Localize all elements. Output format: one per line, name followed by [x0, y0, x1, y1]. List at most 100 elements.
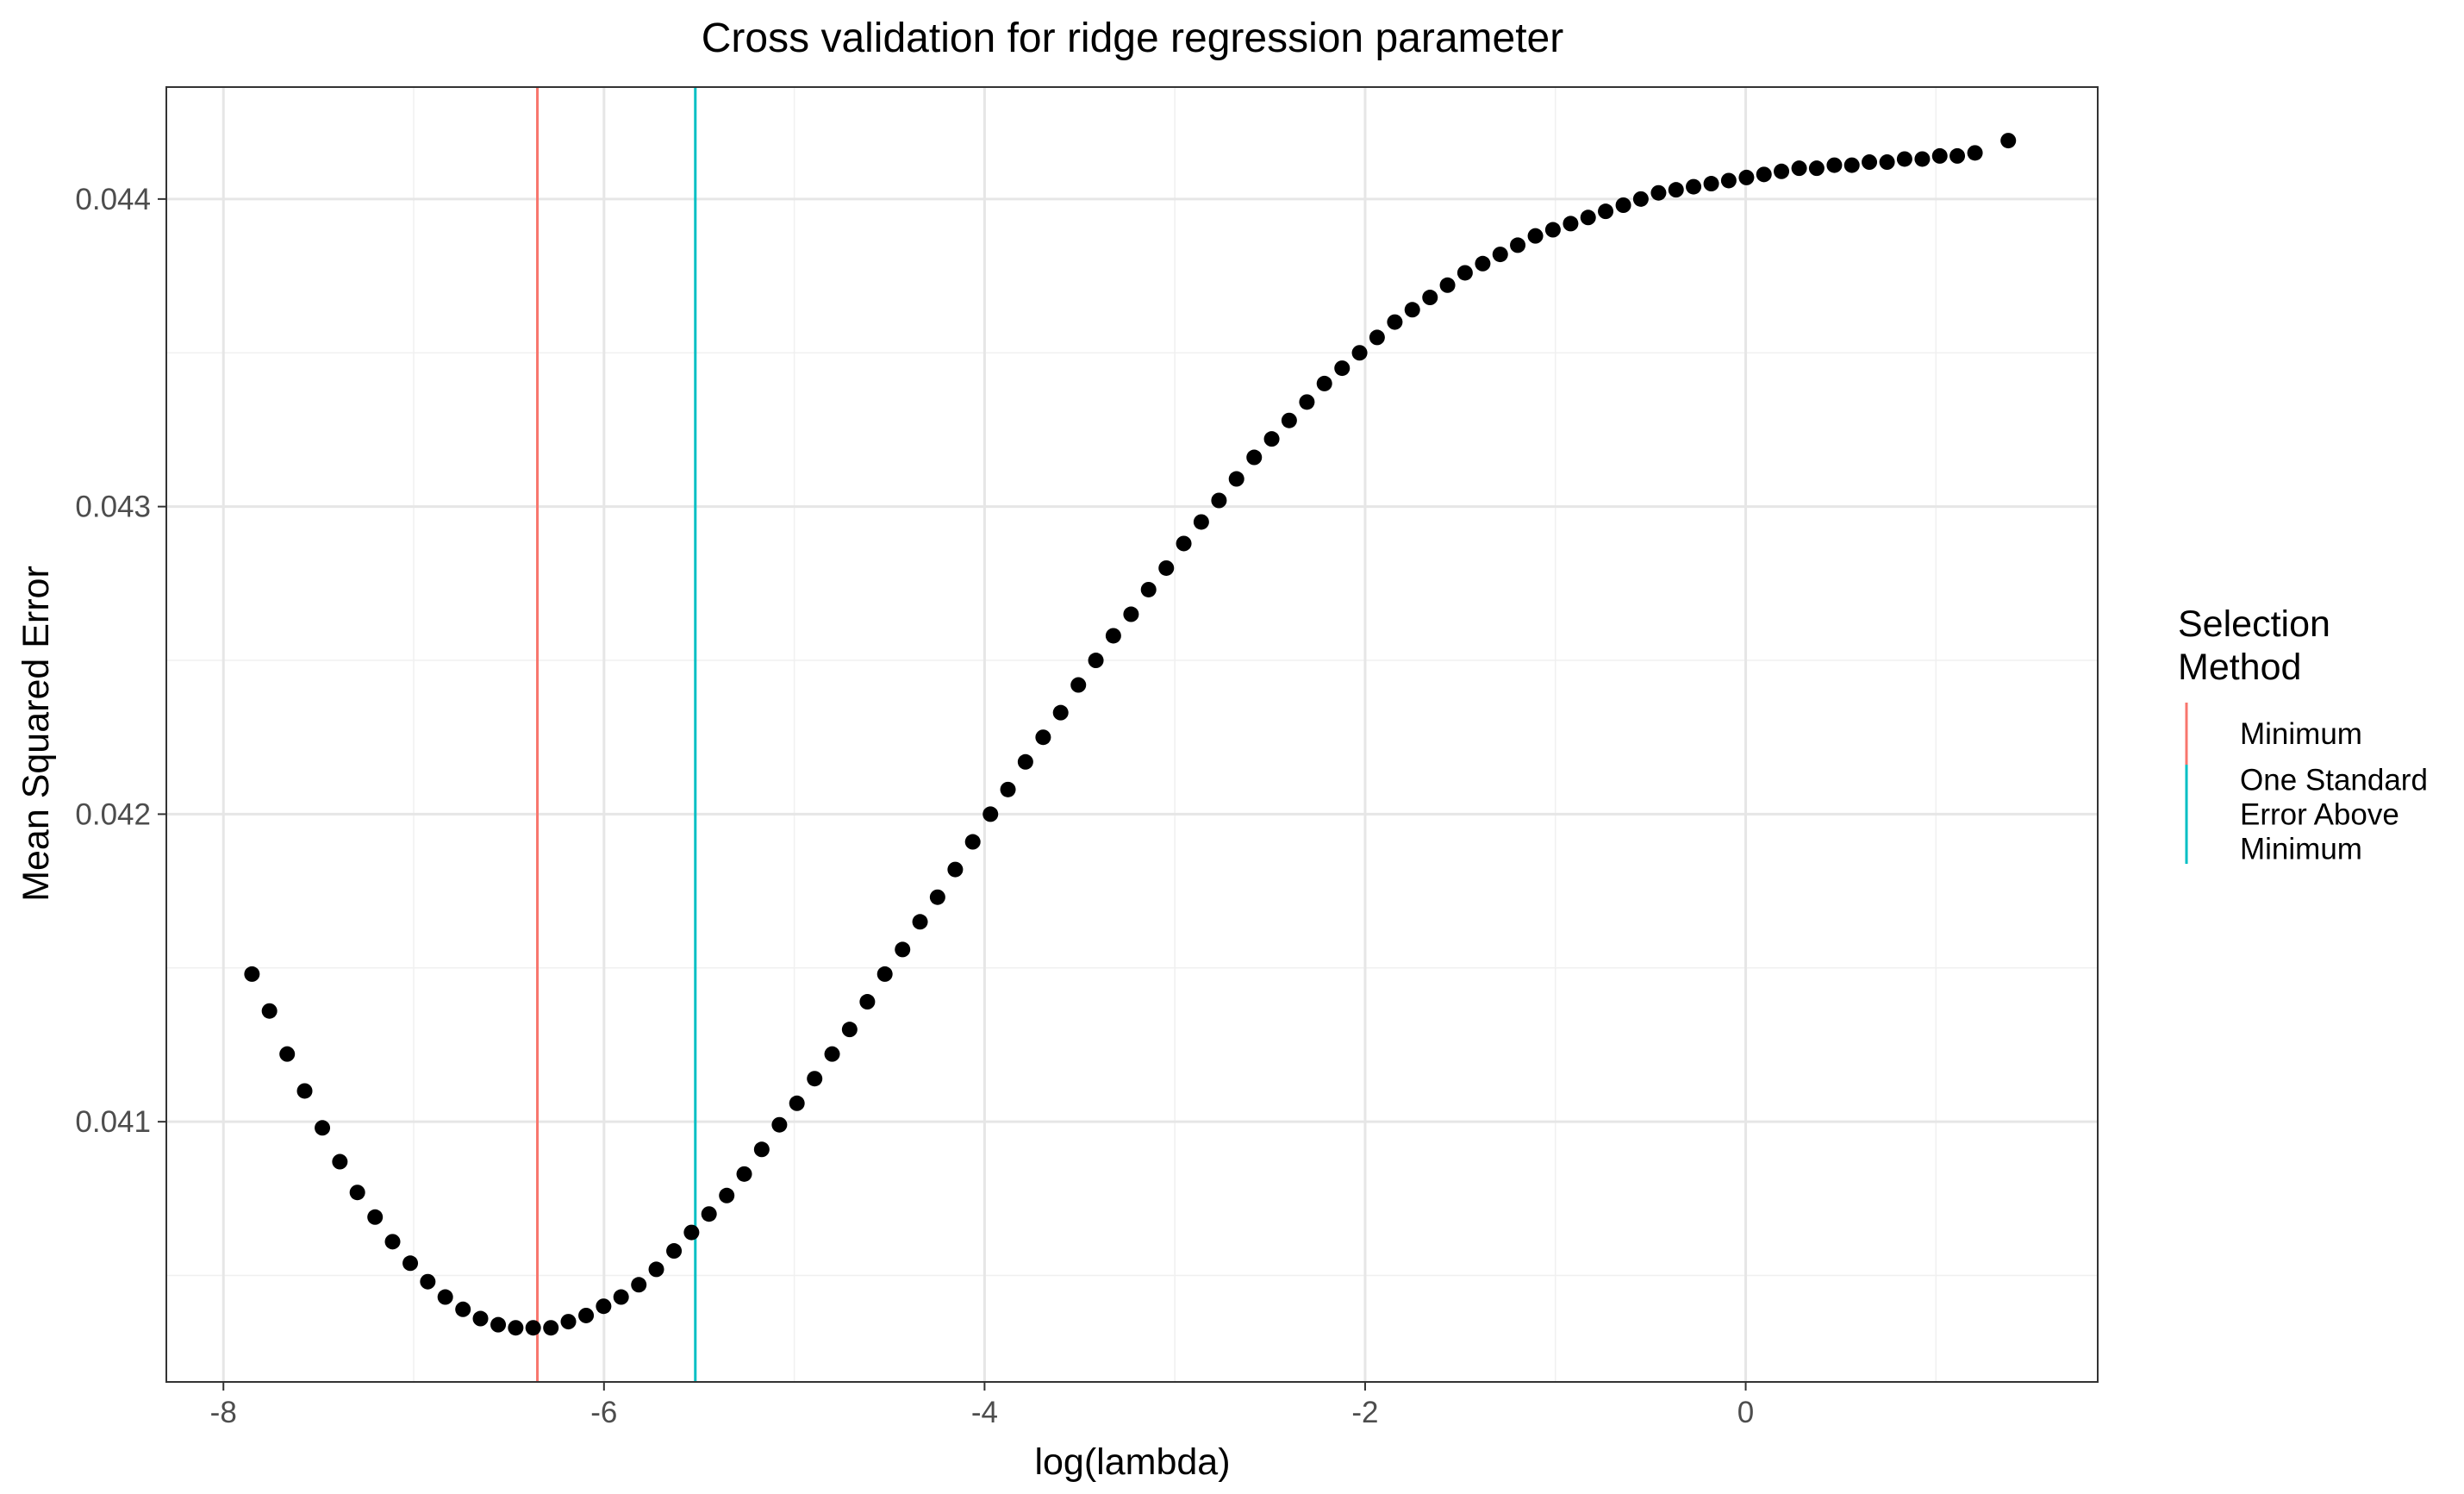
data-point: [1000, 781, 1016, 797]
data-point: [841, 1022, 858, 1038]
data-point: [1176, 535, 1192, 552]
legend-title: Selection: [2178, 603, 2330, 645]
data-point: [332, 1153, 348, 1170]
y-tick-label: 0.041: [75, 1105, 151, 1139]
data-point: [631, 1277, 647, 1293]
data-point: [1791, 160, 1807, 177]
data-point: [244, 966, 260, 982]
data-point: [349, 1185, 365, 1201]
data-point: [807, 1071, 823, 1087]
x-tick-label: -2: [1351, 1396, 1378, 1429]
data-point: [1281, 412, 1297, 428]
data-point: [1774, 163, 1790, 179]
data-point: [1615, 197, 1631, 213]
data-point: [261, 1003, 278, 1019]
data-point: [1475, 255, 1491, 272]
data-point: [315, 1120, 331, 1136]
data-point: [1563, 216, 1579, 232]
data-point: [1246, 449, 1263, 466]
data-point: [1527, 228, 1544, 244]
x-axis-ticks: -8 -6 -4 -2 0: [210, 1382, 1754, 1429]
x-axis-label: log(lambda): [1034, 1441, 1230, 1483]
data-point: [1351, 345, 1368, 361]
data-point: [701, 1206, 717, 1222]
data-point: [719, 1187, 735, 1203]
major-gridlines: [166, 87, 2098, 1382]
legend-label: Error Above: [2240, 798, 2399, 832]
data-point: [1949, 147, 1966, 164]
chart-title: Cross validation for ridge regression pa…: [702, 16, 1563, 61]
data-point: [1439, 277, 1456, 293]
data-point: [1632, 191, 1649, 207]
data-point: [1193, 514, 1209, 530]
data-point: [613, 1289, 629, 1305]
data-point: [1510, 237, 1526, 253]
data-point: [824, 1046, 840, 1062]
data-point: [1492, 247, 1508, 263]
data-point: [1879, 154, 1895, 171]
data-point: [472, 1310, 489, 1327]
data-point: [384, 1234, 401, 1250]
data-point: [1299, 394, 1315, 410]
data-point: [1140, 581, 1157, 597]
data-point: [1931, 147, 1948, 164]
data-point: [771, 1116, 788, 1133]
data-point: [437, 1289, 453, 1305]
data-point: [420, 1273, 436, 1290]
data-point: [1826, 157, 1843, 173]
data-point: [1862, 154, 1878, 171]
data-point: [964, 834, 981, 850]
data-point: [929, 889, 945, 905]
data-point: [367, 1209, 384, 1225]
data-point: [947, 861, 964, 878]
data-point: [1686, 178, 1702, 195]
x-tick-label: -4: [971, 1396, 998, 1429]
data-point: [1211, 492, 1227, 509]
data-point: [1052, 704, 1069, 721]
data-point: [490, 1316, 507, 1333]
y-axis-ticks: 0.041 0.042 0.043 0.044: [75, 183, 166, 1139]
data-point: [578, 1307, 595, 1323]
data-point: [1017, 753, 1033, 770]
data-point: [1896, 151, 1912, 167]
data-point: [1544, 222, 1561, 238]
data-point: [296, 1083, 313, 1099]
y-axis-label: Mean Squared Error: [16, 566, 57, 902]
minor-gridlines: [166, 87, 2098, 1382]
data-point: [1457, 265, 1473, 281]
data-point: [279, 1046, 296, 1062]
data-point: [683, 1224, 700, 1241]
data-point: [1598, 203, 1614, 220]
data-point: [1334, 360, 1351, 377]
y-tick-label: 0.044: [75, 183, 151, 216]
data-point: [596, 1298, 612, 1315]
legend-label: Minimum: [2240, 717, 2362, 751]
data-point: [402, 1255, 419, 1272]
data-point: [1422, 290, 1438, 306]
data-point: [753, 1141, 770, 1158]
data-point: [1158, 559, 1175, 576]
data-point: [666, 1243, 683, 1260]
data-point: [648, 1261, 664, 1278]
data-point: [1720, 172, 1737, 189]
data-point: [789, 1095, 805, 1111]
data-point: [912, 914, 928, 930]
data-point: [2000, 133, 2017, 149]
x-tick-label: 0: [1737, 1396, 1754, 1429]
panel-border: [165, 86, 2099, 1383]
data-point: [1914, 151, 1931, 167]
data-point: [1668, 182, 1684, 198]
data-point: [1035, 729, 1051, 746]
data-point: [455, 1301, 471, 1317]
x-tick-label: -6: [590, 1396, 617, 1429]
data-point: [1369, 329, 1385, 346]
data-point: [1580, 209, 1596, 226]
data-point: [1843, 157, 1860, 173]
legend-title: Method: [2178, 647, 2301, 688]
legend-label: One Standard: [2240, 764, 2428, 797]
data-point: [736, 1166, 752, 1182]
legend-label: Minimum: [2240, 833, 2362, 866]
